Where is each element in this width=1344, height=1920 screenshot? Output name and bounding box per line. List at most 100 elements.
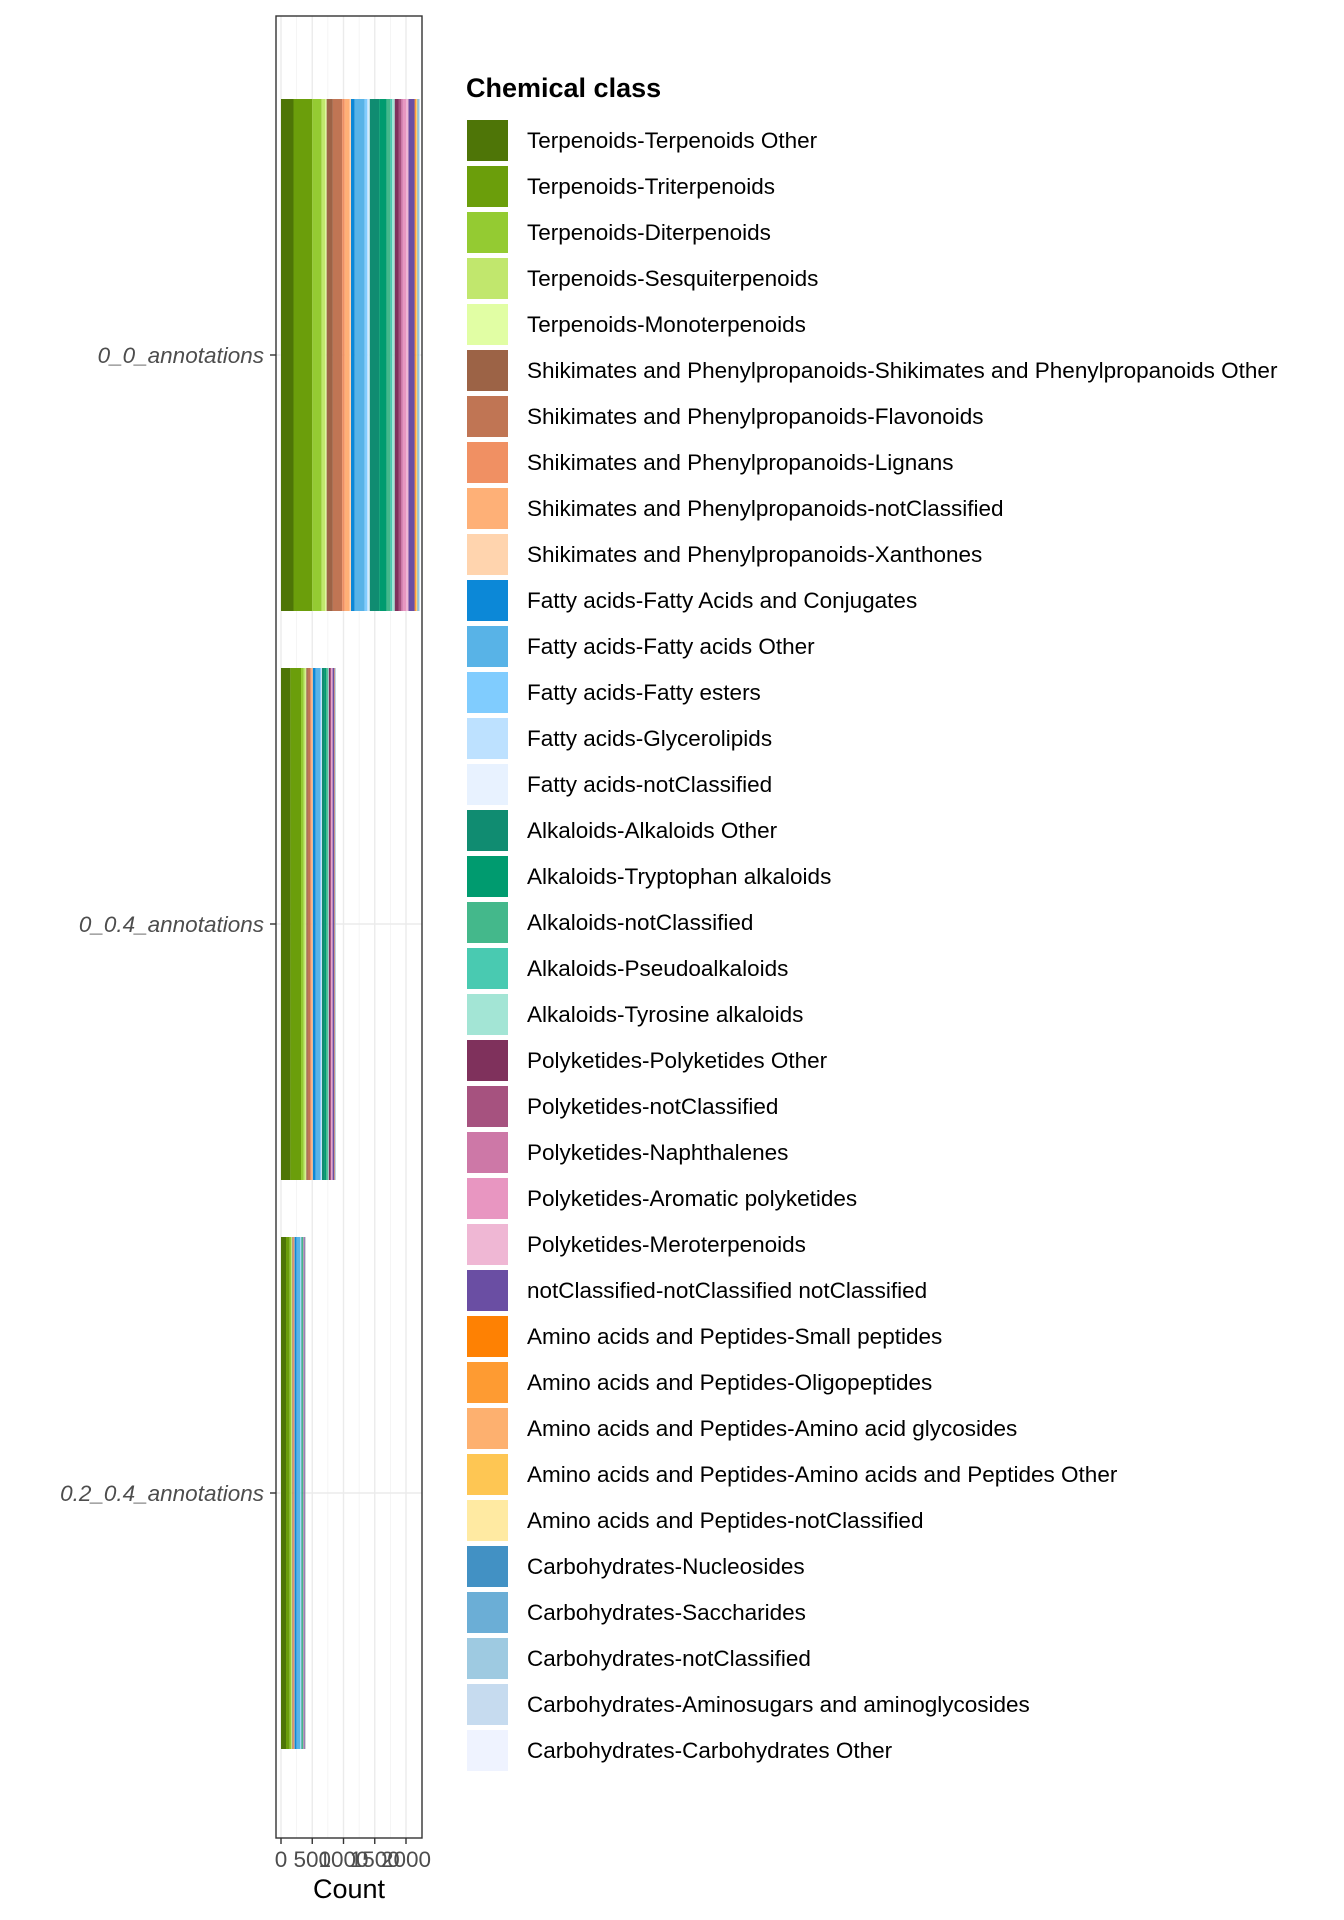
x-tick-label: 1000 xyxy=(318,1847,368,1872)
legend-label: Shikimates and Phenylpropanoids-Xanthone… xyxy=(527,542,983,567)
legend-color-key xyxy=(466,211,509,254)
bar-segment xyxy=(349,99,351,611)
legend-color-key xyxy=(466,671,509,714)
bar-segment xyxy=(331,668,333,1180)
bar-segment xyxy=(416,99,418,611)
legend-item: Fatty acids-notClassified xyxy=(466,762,772,808)
bar-segment xyxy=(364,99,368,611)
legend-label: Fatty acids-notClassified xyxy=(527,772,773,797)
legend-item: Carbohydrates-Aminosugars and aminoglyco… xyxy=(466,1682,1030,1728)
bar-segment xyxy=(401,99,403,611)
bar-segment xyxy=(406,99,409,611)
bar-segment xyxy=(306,668,308,1180)
bar-segment xyxy=(418,99,419,611)
legend-label: Amino acids and Peptides-Small peptides xyxy=(527,1324,943,1349)
legend-item: Carbohydrates-Carbohydrates Other xyxy=(466,1728,892,1774)
bar-segment xyxy=(292,1237,293,1749)
bar-segment xyxy=(286,1237,290,1749)
legend-item: Shikimates and Phenylpropanoids-notClass… xyxy=(466,486,1004,532)
bar-segment xyxy=(300,1237,301,1749)
bar-segment xyxy=(305,668,307,1180)
legend-color-key xyxy=(466,533,509,576)
legend-item: Terpenoids-Sesquiterpenoids xyxy=(466,256,818,302)
legend-item: Fatty acids-Glycerolipids xyxy=(466,716,772,762)
bar-segment xyxy=(330,668,331,1180)
bar-segment xyxy=(301,668,304,1180)
bar-segment xyxy=(342,99,345,611)
legend-label: Polyketides-Meroterpenoids xyxy=(527,1232,806,1257)
legend-item: Polyketides-Naphthalenes xyxy=(466,1130,788,1176)
legend-label: Polyketides-Naphthalenes xyxy=(527,1140,789,1165)
legend-color-key xyxy=(466,625,509,668)
legend-item: Terpenoids-Diterpenoids xyxy=(466,210,771,256)
legend-label: Shikimates and Phenylpropanoids-Shikimat… xyxy=(527,358,1278,383)
legend-color-key xyxy=(466,901,509,944)
bar-segment xyxy=(325,99,327,611)
legend-label: Alkaloids-notClassified xyxy=(527,910,754,935)
bar-segment xyxy=(402,99,406,611)
legend-color-key xyxy=(466,1315,509,1358)
bar-segment xyxy=(311,668,313,1180)
legend-label: Fatty acids-Glycerolipids xyxy=(527,726,773,751)
bar-segment xyxy=(320,668,321,1180)
plot-panel-border xyxy=(275,15,423,1839)
legend-label: Polyketides-Polyketides Other xyxy=(527,1048,828,1073)
legend-item: Amino acids and Peptides-Oligopeptides xyxy=(466,1360,932,1406)
legend-item: Terpenoids-Triterpenoids xyxy=(466,164,775,210)
bar-segment xyxy=(379,99,387,611)
legend-label: Terpenoids-Monoterpenoids xyxy=(527,312,806,337)
x-tick-label: 2000 xyxy=(381,1847,431,1872)
legend-item: Carbohydrates-notClassified xyxy=(466,1636,811,1682)
legend-item: Amino acids and Peptides-Small peptides xyxy=(466,1314,942,1360)
legend-item: Polyketides-Meroterpenoids xyxy=(466,1222,806,1268)
bar-segment xyxy=(369,99,380,611)
bar-segment xyxy=(328,668,329,1180)
legend-color-key xyxy=(466,1637,509,1680)
bar-segment xyxy=(312,668,316,1180)
legend-color-key xyxy=(466,1039,509,1082)
legend-color-key xyxy=(466,1177,509,1220)
legend-label: Polyketides-notClassified xyxy=(527,1094,779,1119)
bar-segment xyxy=(312,99,322,611)
bar-segment xyxy=(328,668,331,1180)
legend-label: Amino acids and Peptides-Amino acid glyc… xyxy=(527,1416,1018,1441)
legend-label: Alkaloids-Alkaloids Other xyxy=(527,818,778,843)
bar-segment xyxy=(307,668,311,1180)
bar-segment xyxy=(303,668,306,1180)
legend-item: Fatty acids-Fatty acids Other xyxy=(466,624,815,670)
legend-color-key xyxy=(466,257,509,300)
bar-segment xyxy=(321,668,325,1180)
legend-item: Alkaloids-Tryptophan alkaloids xyxy=(466,854,831,900)
legend-color-key xyxy=(466,1223,509,1266)
bar-segment xyxy=(386,99,391,611)
bar-segment xyxy=(296,1237,301,1749)
legend-item: Terpenoids-Terpenoids Other xyxy=(466,118,817,164)
legend-label: Alkaloids-Tryptophan alkaloids xyxy=(527,864,832,889)
bar-segment xyxy=(415,99,416,611)
x-tick-label: 0 xyxy=(275,1847,288,1872)
legend-label: Carbohydrates-Aminosugars and aminoglyco… xyxy=(527,1692,1030,1717)
legend-item: Amino acids and Peptides-Amino acids and… xyxy=(466,1452,1117,1498)
bar-segment xyxy=(315,668,321,1180)
legend-color-key xyxy=(466,1591,509,1634)
bar-segment xyxy=(332,99,343,611)
legend-label: Terpenoids-Triterpenoids xyxy=(527,174,776,199)
legend-label: Fatty acids-Fatty acids Other xyxy=(527,634,815,659)
legend-item: Fatty acids-Fatty Acids and Conjugates xyxy=(466,578,917,624)
bar-segment xyxy=(293,99,313,611)
x-tick-label: 500 xyxy=(293,1847,331,1872)
bar-segment xyxy=(418,99,420,611)
legend-label: Carbohydrates-Carbohydrates Other xyxy=(527,1738,893,1763)
legend-label: Carbohydrates-Saccharides xyxy=(527,1600,806,1625)
legend-label: Polyketides-Aromatic polyketides xyxy=(527,1186,858,1211)
legend-color-key xyxy=(466,1131,509,1174)
legend-color-key xyxy=(466,441,509,484)
bar-segment xyxy=(331,668,332,1180)
legend-color-key xyxy=(466,1729,509,1772)
legend-label: Terpenoids-Diterpenoids xyxy=(527,220,771,245)
bar-segment xyxy=(281,668,291,1180)
legend-item: Shikimates and Phenylpropanoids-Xanthone… xyxy=(466,532,982,578)
legend-color-key xyxy=(466,349,509,392)
